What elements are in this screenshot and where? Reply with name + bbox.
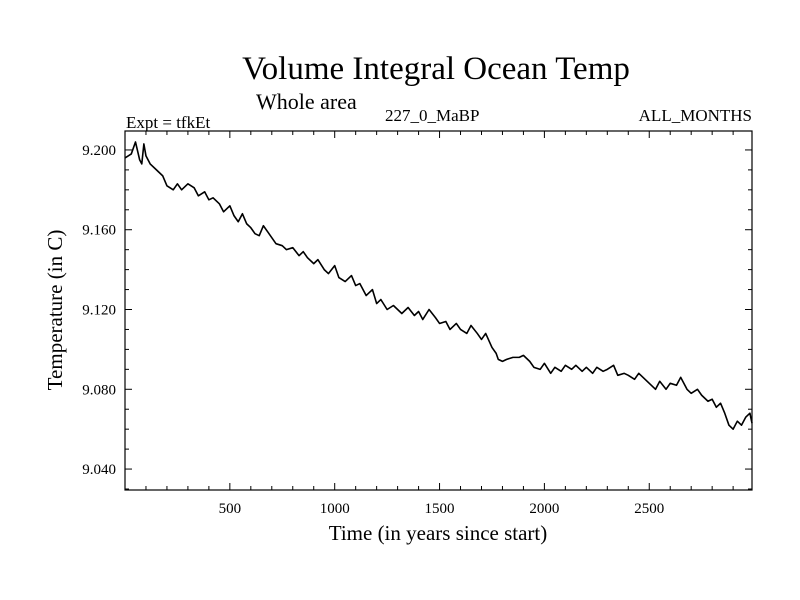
y-tick-label: 9.080 <box>82 382 116 398</box>
x-axis-ticks: 500 1000 1500 2000 2500 <box>145 131 734 517</box>
experiment-label: Expt = tfkEt <box>126 113 210 132</box>
x-tick-label: 1000 <box>320 501 350 517</box>
chart-title: Volume Integral Ocean Temp <box>242 51 630 87</box>
plot-frame <box>124 130 753 491</box>
y-tick-label: 9.200 <box>82 143 116 159</box>
temperature-series-line <box>124 141 753 430</box>
months-label: ALL_MONTHS <box>639 106 752 125</box>
x-tick-label: 2500 <box>634 501 664 517</box>
y-axis-ticks: 9.040 9.080 9.120 9.160 9.200 <box>82 143 752 490</box>
period-label: 227_0_MaBP <box>385 106 479 125</box>
y-tick-label: 9.160 <box>82 223 116 239</box>
x-tick-label: 500 <box>219 501 242 517</box>
y-tick-label: 9.120 <box>82 303 116 319</box>
x-tick-label: 1500 <box>425 501 455 517</box>
chart-subtitle: Whole area <box>256 89 357 114</box>
y-axis-label: Temperature (in C) <box>43 230 67 391</box>
y-tick-label: 9.040 <box>82 462 116 478</box>
x-tick-label: 2000 <box>529 501 559 517</box>
x-axis-label: Time (in years since start) <box>329 521 548 545</box>
